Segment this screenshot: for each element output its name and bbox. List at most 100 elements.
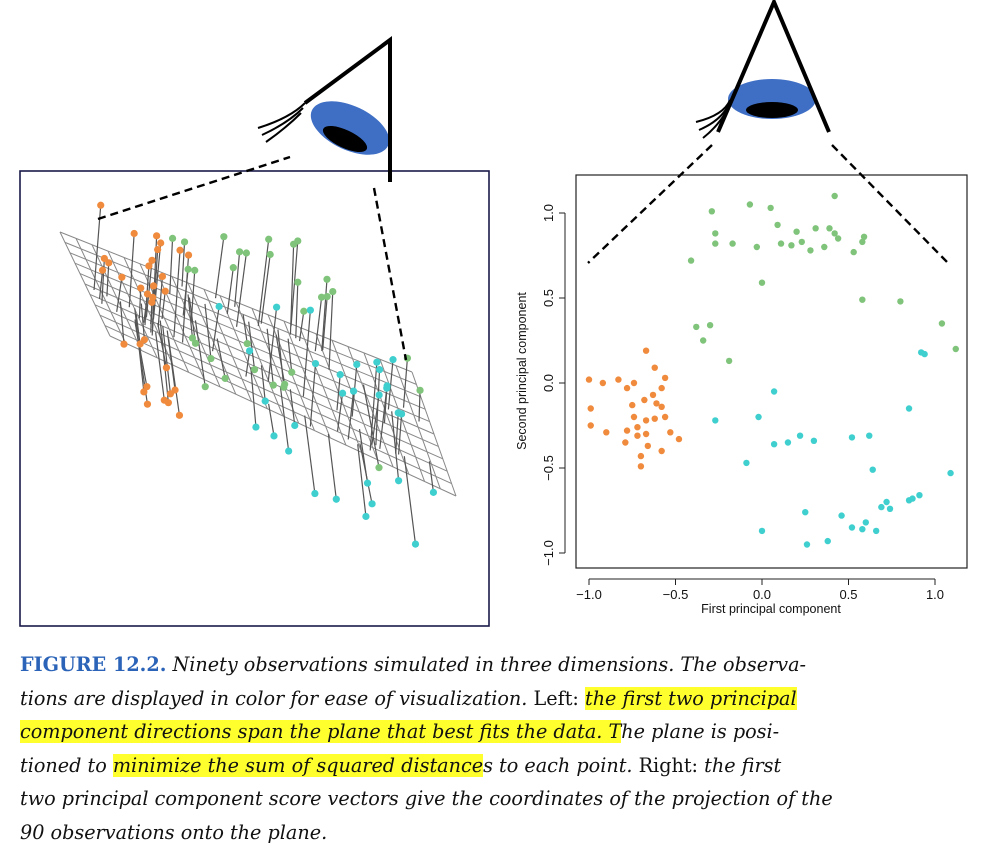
observation-point (281, 380, 289, 388)
sight-line (587, 144, 713, 264)
projection-line (159, 320, 169, 403)
score-point (706, 322, 714, 329)
y-axis: −1.0 −0.5 0.0 0.5 1.0 (541, 204, 566, 566)
plane-gridline (79, 273, 430, 423)
projection-line (260, 365, 266, 402)
score-point (661, 413, 669, 421)
score-point (758, 279, 766, 286)
projection-line (397, 413, 403, 455)
caption-highlight: minimize the sum of squared distance (112, 753, 484, 777)
observation-point (362, 512, 370, 521)
projection-line (277, 329, 285, 388)
score-point (788, 242, 795, 249)
projection-line (266, 328, 274, 386)
score-point (770, 388, 778, 395)
plane-gridline (99, 314, 448, 472)
observation-point (120, 340, 128, 348)
score-point (770, 441, 778, 448)
observation-point (332, 495, 340, 503)
observation-point (373, 358, 381, 366)
score-point (699, 337, 707, 344)
score-point (767, 204, 774, 212)
score-point (916, 492, 923, 499)
score-point (850, 248, 857, 256)
observation-point (137, 284, 145, 292)
score-point (947, 469, 954, 477)
projection-line (298, 311, 305, 342)
score-point (708, 208, 716, 215)
score-point (642, 430, 650, 438)
projection-line (309, 363, 317, 427)
caption-highlight: the first two principal (584, 686, 797, 710)
observation-point (323, 293, 331, 301)
score-point (599, 379, 607, 387)
score-point (649, 391, 657, 399)
projection-lines (93, 205, 435, 545)
projection-line (289, 389, 296, 426)
projection-line (138, 288, 142, 319)
observation-point (363, 479, 372, 487)
score-point (587, 422, 594, 429)
projection-line (357, 444, 367, 517)
score-point (803, 541, 811, 548)
score-point (634, 424, 641, 431)
caption-highlight: component directions span the plane that… (20, 720, 622, 744)
score-point (821, 243, 828, 251)
observation-point (97, 201, 105, 209)
score-point (807, 247, 814, 254)
projection-line (347, 391, 355, 440)
projection-line (226, 267, 234, 314)
observation-point (395, 477, 403, 485)
plane-gridline (89, 293, 439, 447)
score-point (921, 350, 928, 358)
caption-line: tions are displayed in color for ease of… (20, 682, 980, 716)
observation-point (160, 396, 168, 404)
x-axis: −1.0 −0.5 0.0 0.5 1.0 (576, 578, 944, 602)
projection-line (295, 282, 299, 339)
observation-point (184, 265, 192, 273)
projection-line (250, 367, 257, 428)
observation-point (291, 421, 299, 430)
caption-line: 90 observations onto the plane. (20, 816, 980, 850)
observation-point (201, 383, 209, 391)
caption-text: Left: (527, 686, 585, 710)
observation-point (143, 383, 151, 391)
observation-point (136, 340, 144, 348)
observation-point (153, 232, 161, 240)
observation-point (162, 364, 171, 372)
projection-line (151, 249, 159, 336)
score-point (831, 192, 838, 200)
observation-point (306, 306, 314, 314)
projection-line (395, 412, 399, 454)
score-point (774, 221, 781, 229)
observation-point (265, 235, 273, 243)
projection-line (304, 415, 316, 494)
projection-line (161, 291, 166, 320)
caption-text: two principal component score vectors gi… (20, 787, 833, 811)
projection-line (302, 310, 311, 397)
score-point (642, 347, 650, 354)
projection-line (275, 334, 286, 385)
eye-lid (716, 0, 831, 133)
projection-line (267, 307, 278, 382)
y-tick-label: 0.5 (541, 289, 556, 307)
score-point (623, 384, 631, 392)
observation-point (180, 238, 189, 246)
plane-gridline (84, 283, 435, 435)
observation-point (375, 464, 383, 472)
observation-point (242, 249, 250, 257)
x-tick-label: 1.0 (926, 587, 944, 602)
caption-text: Ninety observations simulated in three d… (166, 653, 807, 676)
score-point (758, 527, 766, 535)
caption-text: Right: (632, 753, 705, 777)
observation-point (105, 259, 113, 267)
score-point (878, 503, 885, 511)
caption-text: he plane is posi- (621, 720, 780, 744)
projection-line (140, 303, 146, 340)
score-point (729, 240, 736, 247)
observation-point (184, 251, 193, 259)
observation-point (191, 266, 199, 274)
score-point (798, 238, 805, 246)
score-point (859, 526, 866, 533)
plot-frame (575, 174, 968, 569)
